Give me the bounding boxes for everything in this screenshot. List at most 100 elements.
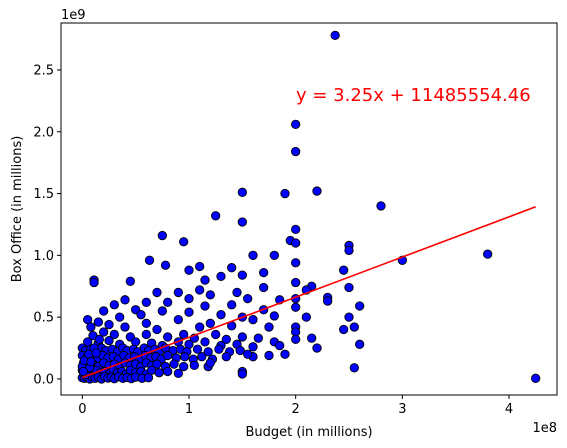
data-point (137, 310, 145, 318)
data-point (270, 312, 278, 320)
data-point (233, 288, 241, 296)
y-tick-label: 0.0 (33, 372, 54, 387)
data-point (291, 239, 299, 247)
data-point (121, 323, 129, 331)
data-point (249, 315, 257, 323)
data-point (193, 345, 201, 353)
data-point (126, 277, 134, 285)
data-point (211, 212, 219, 220)
data-point (281, 189, 289, 197)
data-point (185, 266, 193, 274)
y-tick-label: 2.0 (33, 125, 54, 140)
data-point (121, 296, 129, 304)
data-point (227, 264, 235, 272)
data-point (222, 352, 230, 360)
data-point (291, 335, 299, 343)
data-point (227, 301, 235, 309)
data-point (87, 357, 95, 365)
data-point (323, 297, 331, 305)
data-point (249, 251, 257, 259)
data-point (206, 319, 214, 327)
y-offset-label: 1e9 (61, 8, 86, 23)
data-point (158, 231, 166, 239)
data-point (158, 307, 166, 315)
data-point (291, 120, 299, 128)
data-point (105, 320, 113, 328)
data-point (211, 330, 219, 338)
data-point (238, 370, 246, 378)
data-point (291, 225, 299, 233)
data-point (155, 369, 163, 377)
data-point (179, 238, 187, 246)
data-point (345, 283, 353, 291)
data-point (206, 291, 214, 299)
data-point (94, 318, 102, 326)
data-point (313, 344, 321, 352)
data-point (181, 352, 189, 360)
data-point (238, 188, 246, 196)
y-tick-label: 0.5 (33, 311, 54, 326)
data-point (291, 278, 299, 286)
data-point (265, 323, 273, 331)
data-point (163, 351, 171, 359)
data-point (259, 283, 267, 291)
y-tick-label: 1.0 (33, 249, 54, 264)
data-point (302, 313, 310, 321)
data-point (115, 313, 123, 321)
data-point (201, 338, 209, 346)
data-point (174, 288, 182, 296)
x-tick-label: 0 (78, 402, 86, 417)
data-point (259, 268, 267, 276)
data-point (531, 374, 539, 382)
data-point (217, 272, 225, 280)
data-point (345, 246, 353, 254)
data-point (95, 335, 103, 343)
data-point (217, 310, 225, 318)
data-point (339, 266, 347, 274)
data-point (291, 147, 299, 155)
x-offset-label: 1e8 (532, 421, 557, 436)
y-axis-label: Box Office (in millions) (10, 136, 25, 283)
data-point (145, 256, 153, 264)
data-point (238, 218, 246, 226)
data-point (331, 31, 339, 39)
data-point (110, 301, 118, 309)
data-point (201, 302, 209, 310)
data-point (163, 333, 171, 341)
data-point (339, 325, 347, 333)
data-point (291, 259, 299, 267)
data-point (87, 323, 95, 331)
data-point (99, 307, 107, 315)
data-point (174, 315, 182, 323)
data-point (307, 334, 315, 342)
x-axis-label: Budget (in millions) (245, 425, 372, 440)
data-point (185, 308, 193, 316)
data-point (90, 278, 98, 286)
data-point (265, 351, 273, 359)
data-point (275, 341, 283, 349)
data-point (144, 373, 152, 381)
data-point (201, 276, 209, 284)
data-point (350, 323, 358, 331)
data-point (206, 359, 214, 367)
data-point (281, 350, 289, 358)
data-point (99, 328, 107, 336)
data-point (195, 323, 203, 331)
data-point (163, 367, 171, 375)
data-point (483, 250, 491, 258)
data-point (243, 350, 251, 358)
x-tick-label: 2 (292, 402, 300, 417)
data-point (243, 294, 251, 302)
data-point (249, 343, 257, 351)
data-point (185, 294, 193, 302)
data-point (163, 298, 171, 306)
data-point (142, 319, 150, 327)
data-point (179, 330, 187, 338)
data-point (153, 288, 161, 296)
data-point (238, 271, 246, 279)
data-point (355, 340, 363, 348)
data-point (92, 349, 100, 357)
data-point (313, 187, 321, 195)
x-tick-label: 1 (185, 402, 193, 417)
data-point (377, 202, 385, 210)
